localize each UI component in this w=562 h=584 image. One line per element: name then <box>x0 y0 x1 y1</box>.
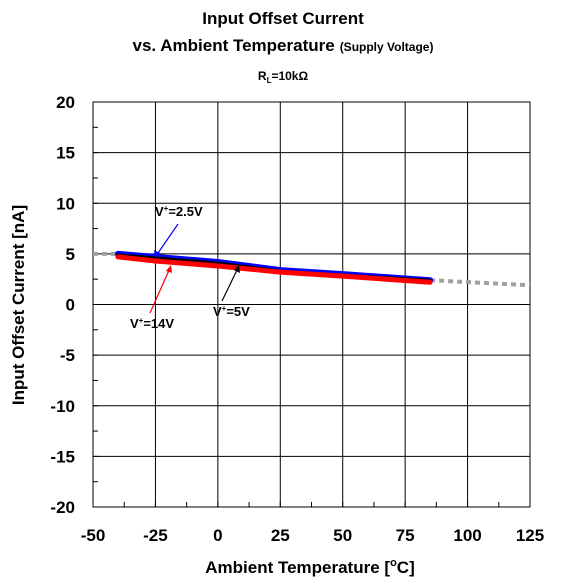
extrapolation-right <box>430 278 531 288</box>
x-tick-label: 125 <box>516 526 544 545</box>
grid <box>93 102 530 507</box>
series-lines <box>114 250 434 285</box>
extrapolation-lines <box>93 251 531 288</box>
x-tick-label: 75 <box>396 526 415 545</box>
y-tick-label: 20 <box>56 93 75 112</box>
x-tick-label: 25 <box>271 526 290 545</box>
x-axis-label: Ambient Temperature [oC] <box>205 557 415 577</box>
annotation-arrowhead-14v <box>166 265 172 273</box>
annotation-2p5v: V+=2.5V <box>154 204 203 258</box>
chart-condition: RL=10kΩ <box>258 69 309 85</box>
series-line-v14v <box>115 254 433 285</box>
y-tick-label: -15 <box>50 447 75 466</box>
x-tick-label: -25 <box>143 526 168 545</box>
y-tick-label: -20 <box>50 498 75 517</box>
annotation-arrow-5v <box>221 267 239 302</box>
chart-title-suffix: (Supply Voltage) <box>340 40 434 54</box>
x-tick-label: 50 <box>333 526 352 545</box>
chart-title-line2: vs. Ambient Temperature (Supply Voltage) <box>133 36 434 55</box>
series-label-5v: V+=5V <box>213 304 250 319</box>
y-tick-label: -10 <box>50 397 75 416</box>
y-tick-label: 10 <box>56 194 75 213</box>
annotation-arrow-14v <box>149 267 171 314</box>
chart-title-main: vs. Ambient Temperature <box>133 36 335 55</box>
annotation-arrow-2p5v <box>155 223 179 257</box>
x-tick-labels: -50 -25 0 25 50 75 100 125 <box>81 526 544 545</box>
x-tick-label: 0 <box>213 526 222 545</box>
y-tick-label: 5 <box>66 245 75 264</box>
plot-area <box>92 101 531 508</box>
series-label-14v: V+=14V <box>130 316 174 331</box>
y-tick-label: 0 <box>66 296 75 315</box>
chart-title-line1: Input Offset Current <box>202 9 364 28</box>
x-tick-label: 100 <box>453 526 481 545</box>
y-tick-label: 15 <box>56 144 75 163</box>
series-label-2p5v: V+=2.5V <box>155 204 203 219</box>
annotation-arrowhead-5v <box>234 265 240 273</box>
annotation-5v: V+=5V <box>213 265 250 319</box>
annotation-14v: V+=14V <box>130 265 174 331</box>
y-tick-labels: 20 15 10 5 0 -5 -10 -15 -20 <box>50 93 75 517</box>
x-tick-label: -50 <box>81 526 106 545</box>
y-axis-label: Input Offset Current [nA] <box>9 205 28 405</box>
y-tick-label: -5 <box>60 346 75 365</box>
annotation-arrowhead-2p5v <box>154 250 160 258</box>
